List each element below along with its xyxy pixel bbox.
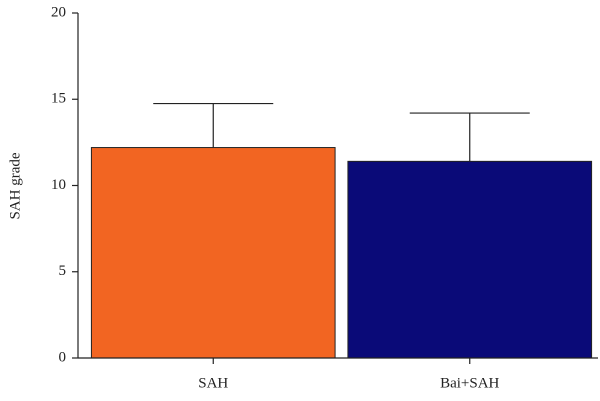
y-tick-label: 10 xyxy=(51,177,66,193)
y-axis-label: SAH grade xyxy=(7,152,23,219)
x-tick-label: Bai+SAH xyxy=(440,375,499,391)
x-tick-label: SAH xyxy=(198,375,228,391)
bar xyxy=(347,160,593,359)
y-tick-label: 15 xyxy=(51,91,66,107)
y-tick-label: 5 xyxy=(59,263,67,279)
y-tick-label: 0 xyxy=(59,349,67,365)
bar xyxy=(90,147,336,359)
y-tick-label: 20 xyxy=(51,4,66,20)
